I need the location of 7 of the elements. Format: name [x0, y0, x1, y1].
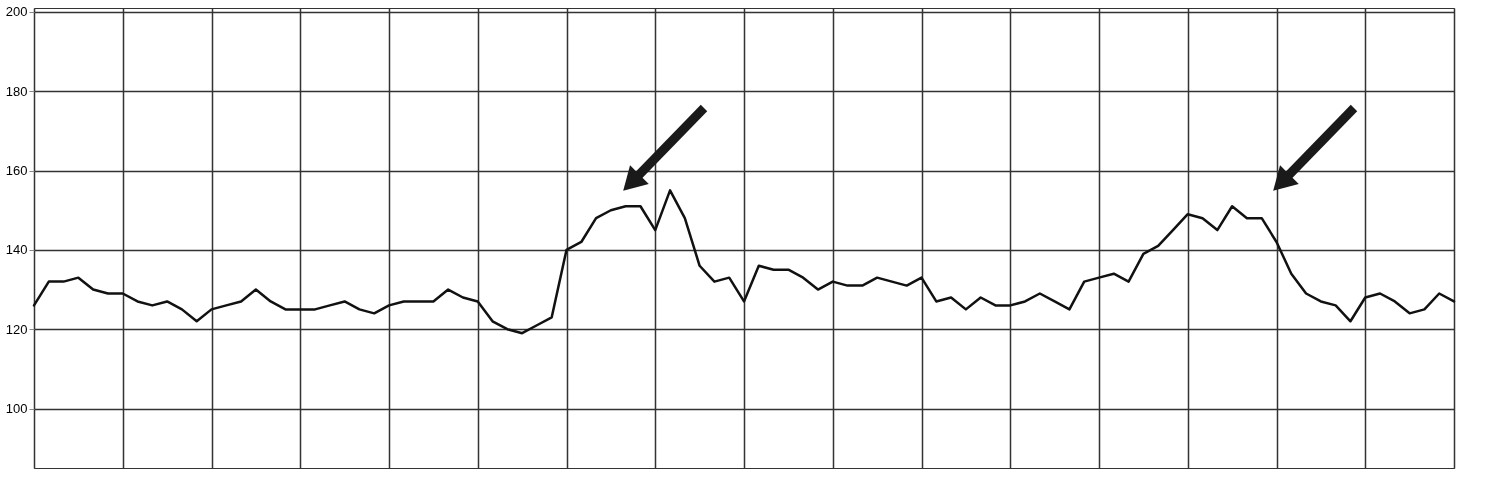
y-tick-label: 140	[5, 242, 28, 258]
line-series	[32, 189, 1456, 335]
y-tick-label: 180	[5, 83, 28, 99]
y-tick-label: 120	[5, 321, 28, 337]
y-tick-label: 100	[5, 401, 28, 417]
y-tick-label: 160	[5, 163, 28, 179]
y-tick-label: 200	[5, 4, 28, 20]
